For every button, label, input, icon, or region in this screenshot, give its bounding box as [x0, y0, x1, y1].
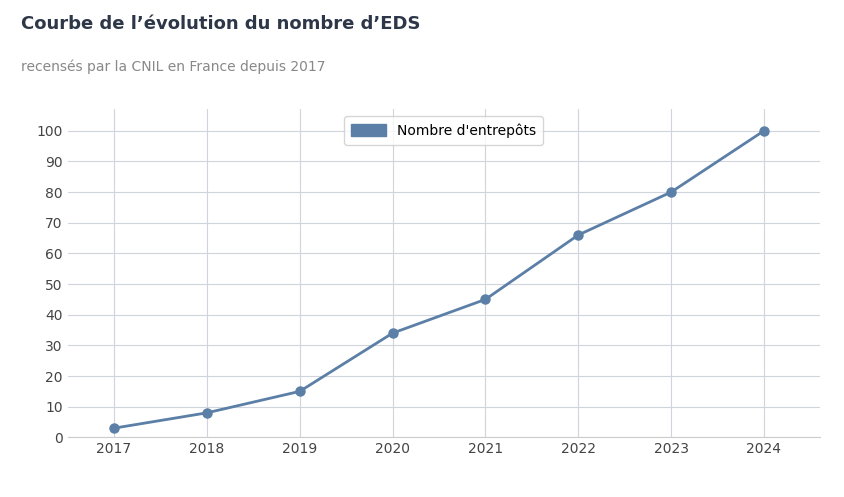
Legend: Nombre d'entrepôts: Nombre d'entrepôts: [344, 116, 543, 145]
Text: Courbe de l’évolution du nombre d’EDS: Courbe de l’évolution du nombre d’EDS: [21, 15, 420, 33]
Text: recensés par la CNIL en France depuis 2017: recensés par la CNIL en France depuis 20…: [21, 60, 325, 74]
